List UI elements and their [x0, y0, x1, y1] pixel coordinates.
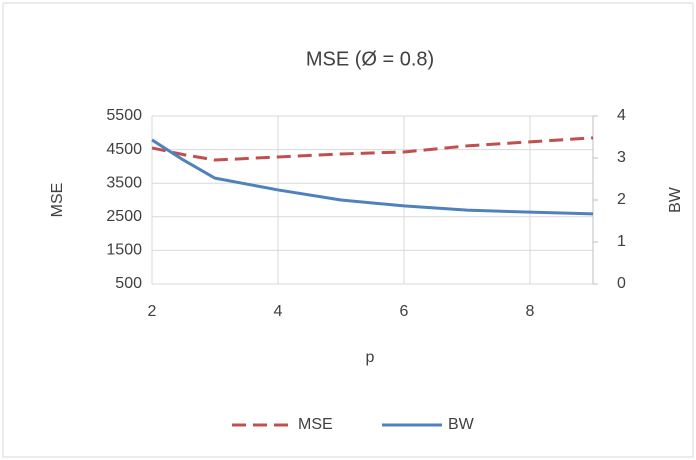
legend-label: MSE [298, 416, 333, 433]
y-tick-label: 2500 [106, 208, 142, 225]
y2-tick-label: 2 [617, 191, 626, 208]
x-tick-label: 6 [400, 303, 409, 320]
x-tick-label: 2 [148, 303, 157, 320]
series-line [151, 136, 594, 162]
y2-tick-label: 1 [617, 233, 626, 250]
x-tick-label: 8 [526, 303, 535, 320]
y-tick-label: 1500 [106, 242, 142, 259]
x-tick-label: 4 [274, 303, 283, 320]
x-axis-label: p [366, 349, 375, 366]
y-tick-label: 4500 [106, 141, 142, 158]
y-axis-label: MSE [49, 183, 66, 218]
y2-tick-label: 0 [617, 275, 626, 292]
y-tick-label: 5500 [106, 107, 142, 124]
legend-label: BW [448, 416, 475, 433]
y-tick-label: 3500 [106, 174, 142, 191]
chart-title: MSE (Ø = 0.8) [306, 48, 434, 70]
y2-tick-label: 3 [617, 149, 626, 166]
y-tick-label: 500 [115, 275, 142, 292]
y2-tick-label: 4 [617, 107, 626, 124]
y2-axis-label: BW [667, 186, 684, 213]
series-line [151, 138, 594, 216]
